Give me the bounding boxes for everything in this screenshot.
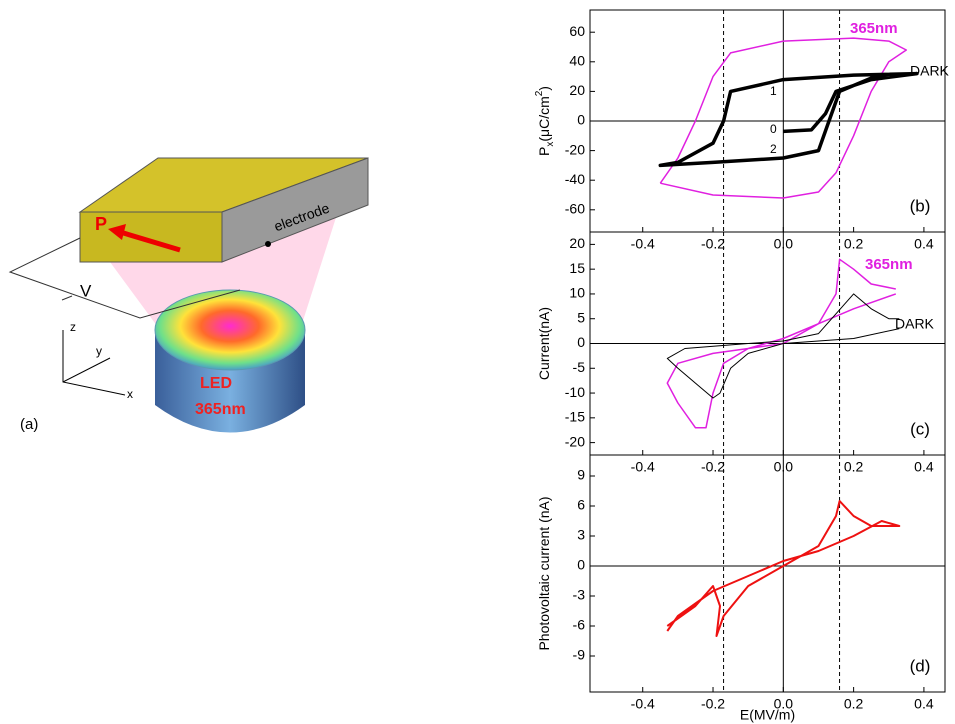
led-top	[155, 290, 305, 370]
plot-frame	[590, 455, 945, 692]
y-tick-label: -10	[565, 384, 585, 400]
y-tick-label: 20	[569, 82, 585, 98]
y-axis-label: Px(μC/cm2)	[534, 86, 556, 156]
polarization-label: P	[95, 214, 107, 234]
contact	[265, 241, 271, 247]
y-tick-label: -20	[565, 433, 585, 449]
series-label: DARK	[910, 63, 950, 79]
x-tick-label: 0.2	[844, 459, 864, 475]
panel-label: (b)	[910, 196, 931, 215]
y-tick-label: -3	[573, 587, 586, 603]
y-tick-label: -40	[565, 171, 585, 187]
y-tick-label: -60	[565, 201, 585, 217]
y-axis-label-part: )	[536, 86, 552, 91]
panel-label: (c)	[910, 419, 930, 438]
x-tick-label: -0.2	[701, 696, 725, 712]
axes	[63, 330, 125, 395]
annotation: 0	[770, 122, 777, 136]
x-tick-label: 0.4	[914, 696, 934, 712]
y-tick-label: -20	[565, 141, 585, 157]
y-tick-label: -15	[565, 409, 585, 425]
axis-label: x	[127, 387, 133, 401]
x-tick-label: -0.4	[631, 236, 655, 252]
y-axis-label: Current(nA)	[536, 307, 552, 380]
x-tick-label: -0.2	[701, 236, 725, 252]
y-tick-label: 3	[577, 527, 585, 543]
annotation: 2	[770, 142, 777, 156]
y-axis-label-part: (μC/cm	[536, 96, 552, 141]
y-axis-label-part: P	[536, 147, 552, 156]
y-tick-label: 6	[577, 497, 585, 513]
led-label: LED	[200, 375, 232, 392]
y-tick-label: 40	[569, 53, 585, 69]
y-tick-label: 0	[577, 112, 585, 128]
y-axis-label: Photovoltaic current (nA)	[536, 496, 552, 650]
y-tick-label: 20	[569, 235, 585, 251]
y-tick-label: 9	[577, 467, 585, 483]
x-tick-label: 0.4	[914, 236, 934, 252]
x-tick-label: -0.2	[701, 459, 725, 475]
y-tick-label: -6	[573, 617, 586, 633]
y-tick-label: -9	[573, 647, 586, 663]
axis-label: z	[70, 320, 76, 334]
y-tick-label: 15	[569, 260, 585, 276]
y-axis-label-part: Photovoltaic current (nA)	[536, 496, 552, 650]
x-tick-label: 0.2	[844, 696, 864, 712]
y-tick-label: 5	[577, 309, 585, 325]
wavelength-label: 365nm	[195, 401, 246, 418]
y-tick-label: 10	[569, 285, 585, 301]
illustration: P electrode V z y x LED 365nm (a)	[10, 158, 368, 433]
x-tick-label: 0.2	[844, 236, 864, 252]
annotation: 1	[770, 84, 777, 98]
x-tick-label: 0.4	[914, 459, 934, 475]
y-tick-label: 60	[569, 23, 585, 39]
x-axis-label: E(MV/m)	[740, 707, 795, 723]
figure: P electrode V z y x LED 365nm (a) -0.4 -0…	[0, 0, 955, 724]
y-axis-label-part: Current(nA)	[536, 307, 552, 380]
axis-y	[63, 358, 110, 382]
series-label: DARK	[895, 316, 935, 332]
voltage-label: V	[80, 281, 92, 300]
y-tick-label: 0	[577, 557, 585, 573]
series-label: 365nm	[850, 20, 898, 37]
data-line	[660, 74, 917, 166]
axis-label: y	[96, 344, 102, 358]
panel-label: (a)	[20, 416, 38, 433]
y-tick-label: 0	[577, 334, 585, 350]
panel-label: (d)	[910, 656, 931, 675]
voltage-source	[62, 296, 72, 300]
series-label: 365nm	[865, 256, 913, 273]
x-tick-label: -0.4	[631, 696, 655, 712]
y-tick-label: -5	[573, 359, 586, 375]
x-tick-label: -0.4	[631, 459, 655, 475]
